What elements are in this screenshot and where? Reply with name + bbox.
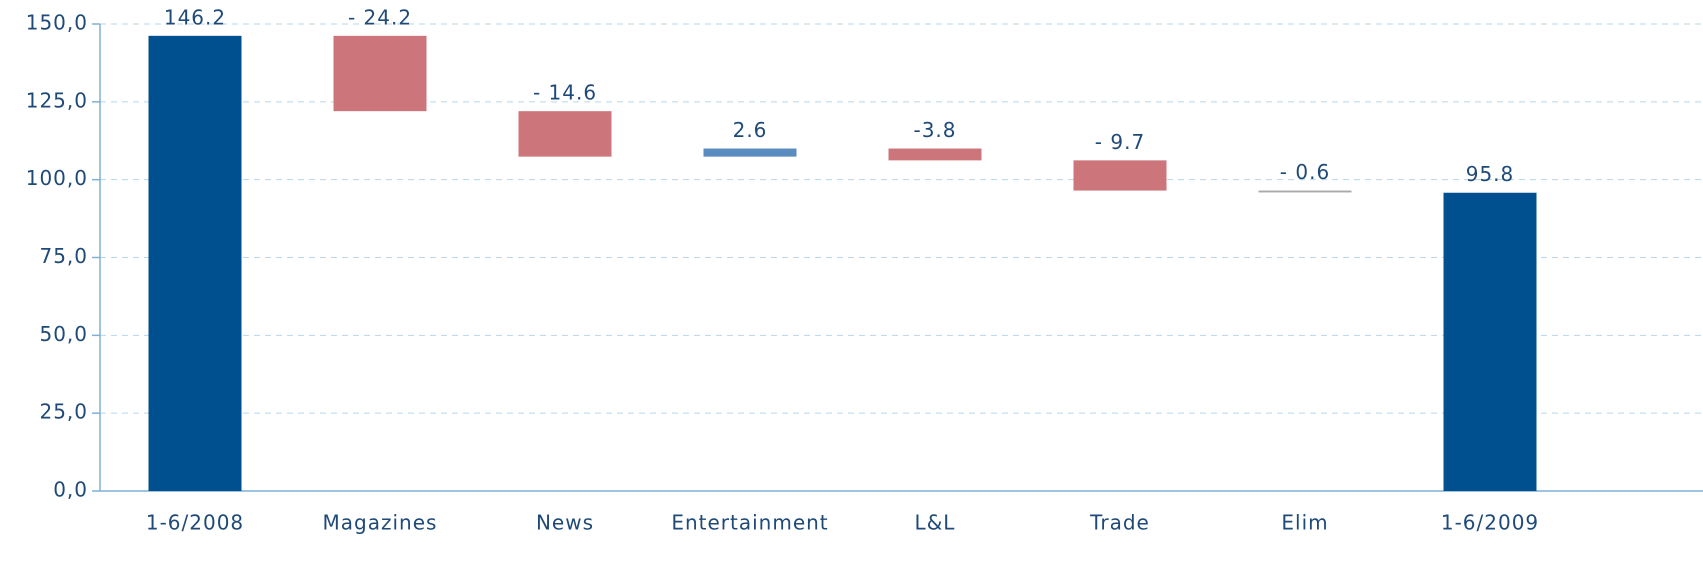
bar bbox=[1258, 190, 1352, 193]
y-tick-label: 150,0 bbox=[26, 11, 88, 35]
value-label: - 0.6 bbox=[1280, 160, 1330, 184]
bar bbox=[518, 111, 612, 157]
x-tick-label: 1-6/2009 bbox=[1441, 511, 1539, 535]
x-tick-label: Magazines bbox=[323, 511, 438, 535]
value-label: - 14.6 bbox=[533, 81, 597, 105]
bar bbox=[888, 148, 982, 161]
x-tick-label: Trade bbox=[1089, 511, 1150, 535]
value-label: 2.6 bbox=[733, 118, 768, 142]
value-label: 146.2 bbox=[164, 5, 226, 29]
bar bbox=[1073, 160, 1167, 191]
bar bbox=[1443, 192, 1537, 491]
value-label: 95.8 bbox=[1466, 162, 1515, 186]
x-tick-label: 1-6/2008 bbox=[146, 511, 244, 535]
x-tick-label: Entertainment bbox=[671, 511, 828, 535]
y-tick-label: 125,0 bbox=[26, 88, 88, 112]
x-tick-label: Elim bbox=[1281, 511, 1328, 535]
value-label: - 9.7 bbox=[1095, 130, 1145, 154]
bar bbox=[333, 35, 427, 112]
y-tick-label: 75,0 bbox=[39, 244, 88, 268]
y-tick-label: 0,0 bbox=[53, 478, 88, 502]
value-label: - 24.2 bbox=[348, 5, 412, 29]
bar bbox=[703, 148, 797, 157]
bar bbox=[148, 35, 242, 492]
x-tick-label: L&L bbox=[915, 511, 956, 535]
y-tick-label: 25,0 bbox=[39, 400, 88, 424]
y-tick-label: 100,0 bbox=[26, 166, 88, 190]
x-tick-label: News bbox=[536, 511, 594, 535]
y-tick-label: 50,0 bbox=[39, 322, 88, 346]
value-label: -3.8 bbox=[913, 118, 956, 142]
